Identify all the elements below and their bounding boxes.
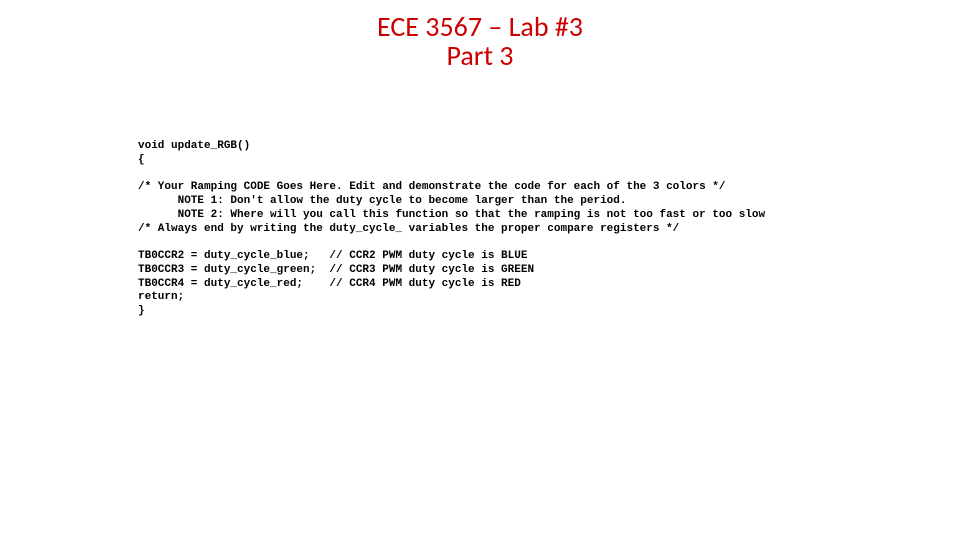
code-block: void update_RGB() { /* Your Ramping CODE… xyxy=(138,140,938,319)
slide-title: ECE 3567 – Lab #3 Part 3 xyxy=(0,12,960,71)
slide: ECE 3567 – Lab #3 Part 3 void update_RGB… xyxy=(0,0,960,540)
title-line-2: Part 3 xyxy=(0,41,960,70)
